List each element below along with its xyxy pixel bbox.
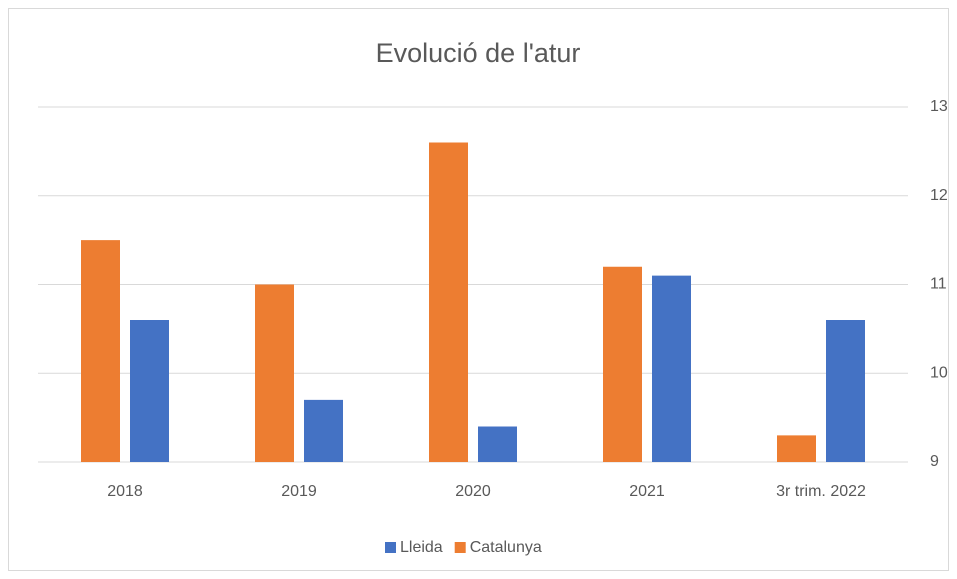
legend-swatch [385,542,396,553]
y-tick-label: 11 [930,276,947,293]
x-tick-label: 2018 [107,483,143,500]
bar [826,320,865,462]
y-tick-label: 12 [930,187,948,204]
y-tick-label: 13 [930,98,948,115]
chart-border [8,8,949,571]
bar [478,426,517,462]
legend-label: Catalunya [470,539,542,556]
chart-title: Evolució de l'atur [376,38,581,68]
legend-swatch [454,542,466,553]
bar [130,320,169,462]
bar [304,399,343,462]
bar [603,266,642,462]
legend-label: Lleida [400,539,443,556]
x-tick-label: 2021 [629,483,665,500]
bar [81,240,120,462]
bar [255,284,294,462]
x-tick-label: 3r trim. 2022 [776,483,866,500]
x-tick-label: 2019 [281,483,317,500]
bar [429,142,468,462]
bar [777,435,816,462]
y-tick-label: 10 [930,364,948,381]
bar [652,275,691,462]
x-tick-label: 2020 [455,483,491,500]
y-tick-label: 9 [930,453,939,470]
